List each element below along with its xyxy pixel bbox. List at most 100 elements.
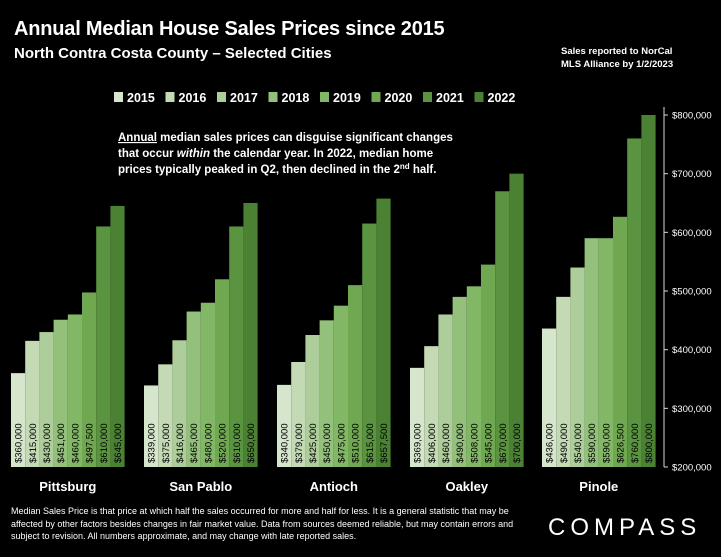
annotation-line-3-text: prices typically peaked in Q2, then decl… (118, 164, 400, 176)
bar-group-pinole: $436,000 $490,000 $540,000 $590,000 $590,000… (542, 115, 656, 467)
bar (424, 346, 439, 467)
bar (333, 305, 348, 467)
legend-swatch (474, 92, 484, 102)
y-axis: $200,000 $300,000 $400,000 $500,000 $600,000… (663, 107, 712, 474)
bar (53, 319, 68, 467)
bar-data-label: $610,000 (232, 423, 243, 463)
annotation-line-3-end: half. (410, 164, 437, 176)
bar (186, 311, 201, 467)
bar-data-label: $520,000 (218, 423, 229, 463)
bar-data-label: $339,000 (147, 423, 158, 463)
bar-data-label: $360,000 (14, 423, 25, 463)
legend-label: 2021 (436, 91, 464, 105)
legend-swatch (320, 92, 329, 102)
annotation-line-1-rest: median sales prices can disguise signifi… (157, 132, 453, 144)
bar-data-label: $670,000 (498, 423, 509, 463)
bar (542, 328, 557, 467)
legend-label: 2020 (385, 91, 413, 105)
bar-data-label: $540,000 (573, 423, 584, 463)
legend-swatch (217, 92, 226, 102)
bar-group-pittsburg: $360,000 $415,000 $430,000 $451,000 $460,000… (11, 205, 125, 467)
bar-data-label: $415,000 (28, 423, 39, 463)
bar-data-label: $480,000 (203, 423, 214, 463)
bar-data-label: $436,000 (545, 423, 556, 463)
annotation-line-2: that occur within the calendar year. In … (118, 148, 433, 160)
bar (25, 340, 40, 467)
bar-data-label: $490,000 (455, 423, 466, 463)
y-tick-label: $200,000 (672, 463, 712, 474)
bar (598, 238, 613, 467)
bar (243, 203, 258, 467)
bar-data-label: $490,000 (559, 423, 570, 463)
bar (495, 191, 510, 467)
bar-data-label: $610,000 (99, 423, 110, 463)
annotation-line-1: Annual median sales prices can disguise … (118, 132, 453, 144)
bar-data-label: $700,000 (512, 423, 523, 463)
y-tick-label: $400,000 (672, 345, 712, 356)
legend-swatch (165, 92, 175, 102)
bar-data-label: $460,000 (441, 423, 452, 463)
chart-title: Annual Median House Sales Prices since 2… (14, 18, 445, 40)
category-label: Oakley (445, 479, 488, 494)
footnote: Median Sales Price is that price at whic… (11, 506, 514, 541)
bar (144, 385, 159, 467)
bar-data-label: $375,000 (161, 423, 172, 463)
bar-data-label: $760,000 (630, 423, 641, 463)
y-tick-label: $500,000 (672, 287, 712, 298)
bar-data-label: $340,000 (280, 423, 291, 463)
bar-data-label: $497,500 (85, 423, 96, 463)
bar (305, 335, 320, 467)
legend-label: 2022 (488, 91, 516, 105)
bar (481, 264, 496, 467)
category-label: San Pablo (169, 479, 232, 494)
bar (556, 296, 571, 467)
category-label: Pinole (579, 479, 618, 494)
annotation-underlined-word: Annual (118, 132, 157, 144)
bar (570, 267, 585, 467)
bar (509, 173, 524, 467)
bar-data-label: $465,000 (189, 423, 200, 463)
bar-data-label: $406,000 (427, 423, 438, 463)
source-line-2: MLS Alliance by 1/2/2023 (561, 59, 674, 70)
bar-data-label: $475,000 (336, 423, 347, 463)
category-label: Pittsburg (39, 479, 96, 494)
bar-data-label: $545,000 (484, 423, 495, 463)
bar (110, 205, 125, 467)
category-label: Antioch (310, 479, 358, 494)
legend-swatch (423, 92, 432, 102)
annotation-line-2-post: the calendar year. In 2022, median home (210, 148, 433, 160)
bar-data-label: $450,000 (322, 423, 333, 463)
bar (319, 320, 334, 467)
bar (158, 364, 173, 467)
bar-data-label: $451,000 (56, 423, 67, 463)
bar (376, 198, 391, 467)
bar-data-label: $510,000 (351, 423, 362, 463)
bar-data-label: $379,000 (294, 423, 305, 463)
bar (362, 223, 377, 467)
bar (96, 226, 111, 467)
bar-data-label: $416,000 (175, 423, 186, 463)
annotation-line-3: prices typically peaked in Q2, then decl… (118, 162, 436, 176)
bar (348, 285, 363, 467)
compass-logo: COMPASS (548, 514, 702, 541)
legend-swatch (268, 92, 278, 102)
legend-label: 2017 (230, 91, 258, 105)
y-tick-label: $600,000 (672, 228, 712, 239)
legend-swatch (114, 92, 123, 102)
bar (291, 361, 306, 467)
bar (613, 216, 628, 467)
legend-label: 2018 (282, 91, 310, 105)
chart-subtitle: North Contra Costa County – Selected Cit… (14, 45, 332, 62)
bar-data-label: $800,000 (644, 423, 655, 463)
bar (410, 367, 425, 467)
bar (11, 373, 26, 467)
annotation-line-2-pre: that occur (118, 148, 177, 160)
bar-data-label: $590,000 (587, 423, 598, 463)
bar-chart: 2015 2016 2017 2018 2019 2020 2021 2022 $360,00… (11, 91, 712, 494)
bar (215, 279, 230, 467)
bar-data-label: $645,000 (113, 423, 124, 463)
bar (67, 314, 82, 467)
bar (229, 226, 244, 467)
bar-data-label: $425,000 (308, 423, 319, 463)
y-tick-label: $800,000 (672, 111, 712, 122)
